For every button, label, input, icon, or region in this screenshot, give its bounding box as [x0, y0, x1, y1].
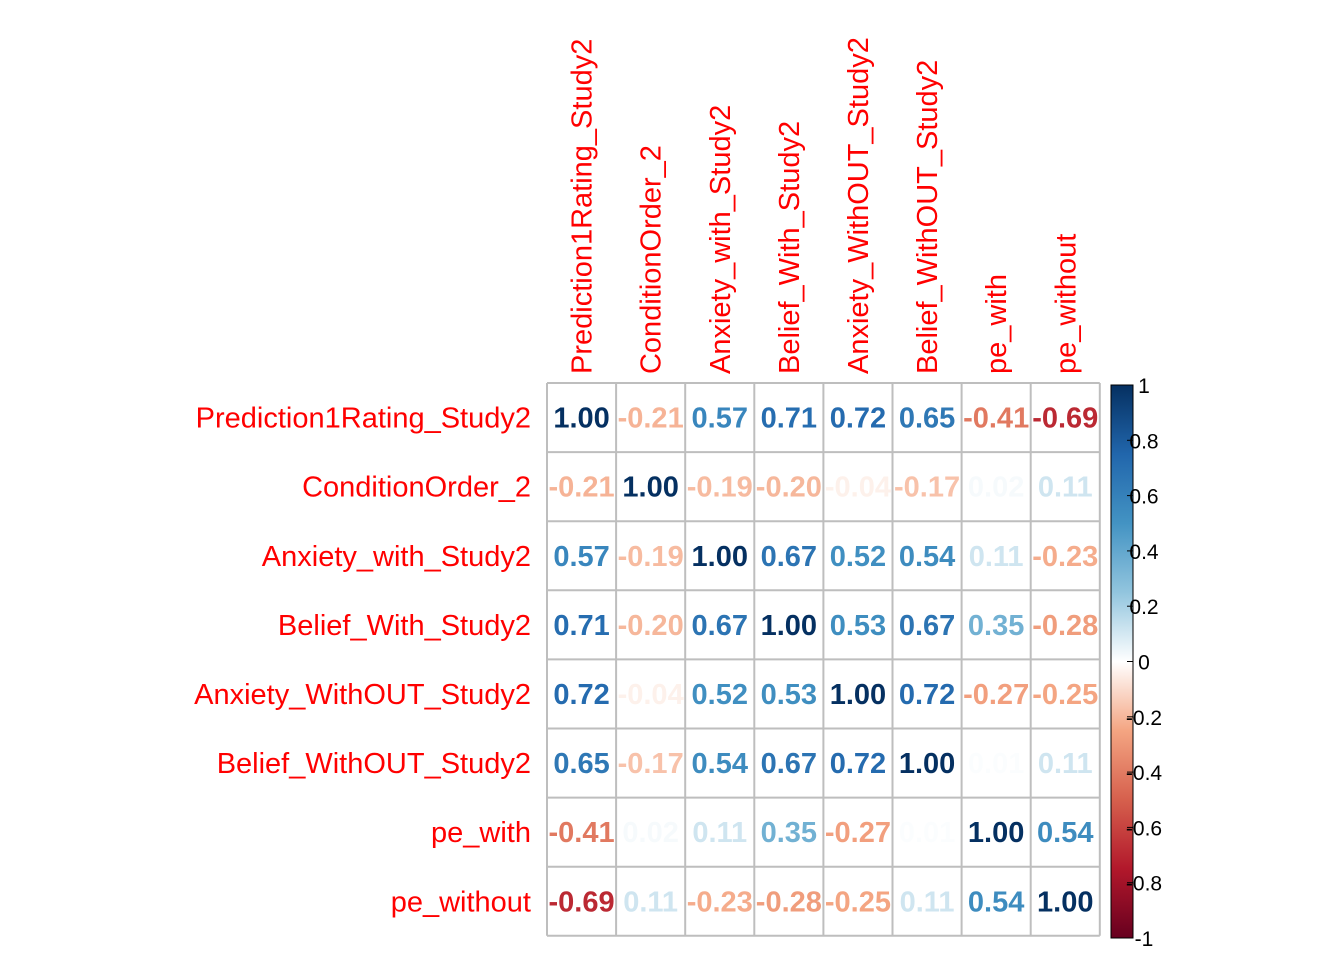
cell-value-label: -0.17 [894, 472, 960, 504]
colorbar-tick-label: -0.2 [1126, 707, 1162, 730]
colorbar-tick-label: 0.6 [1129, 486, 1158, 509]
colorbar-tick-label: -0.6 [1126, 817, 1162, 840]
colorbar-tick-label: -1 [1135, 928, 1154, 951]
column-label: Belief_With_Study2 [774, 121, 806, 374]
cell-value-label: 0.02 [968, 472, 1024, 504]
cell-value-label: 0.53 [830, 610, 886, 642]
cell-value-label: 0.71 [553, 610, 609, 642]
cell-value-label: 0.65 [899, 403, 955, 435]
cell-value-label: -0.28 [1032, 610, 1098, 642]
column-label: ConditionOrder_2 [636, 145, 668, 374]
cell-value-label: 0.54 [692, 748, 748, 780]
cell-value-label: -0.27 [825, 817, 891, 849]
cell-value-label: 1.00 [692, 541, 748, 573]
cell-value-label: -0.04 [825, 472, 891, 504]
cell-value-label: -0.04 [618, 679, 684, 711]
cell-value-label: 0.11 [623, 886, 678, 918]
cell-value-label: 0.11 [1038, 748, 1093, 780]
cell-value-label: -0.21 [548, 472, 614, 504]
colorbar-tick-label: -0.4 [1126, 762, 1163, 785]
cell-value-label: -0.17 [618, 748, 684, 780]
cell-value-label: 0.11 [969, 541, 1024, 573]
cell-value-label: -0.69 [1032, 403, 1098, 435]
cell-value-label: -0.20 [756, 472, 822, 504]
row-label: Belief_WithOUT_Study2 [217, 748, 531, 780]
colorbar-tick-label: 0.4 [1129, 541, 1159, 564]
cell-value-label: -0.25 [1032, 679, 1098, 711]
cell-value-label: 1.00 [968, 817, 1024, 849]
cell-value-label: -0.23 [1032, 541, 1098, 573]
cell-value-label: 0.72 [830, 748, 886, 780]
row-label: ConditionOrder_2 [302, 472, 531, 504]
cell-value-label: 1.00 [622, 472, 678, 504]
cell-value-label: 0.72 [553, 679, 609, 711]
column-label: pe_without [1050, 234, 1082, 374]
cell-value-label: 0.52 [830, 541, 886, 573]
cell-value-label: 0.35 [761, 817, 817, 849]
column-label: pe_with [981, 274, 1013, 374]
column-label: Belief_WithOUT_Study2 [912, 60, 944, 374]
row-label: Anxiety_with_Study2 [262, 541, 531, 573]
cell-value-label: 0.72 [830, 403, 886, 435]
cell-value-label: -0.21 [618, 403, 684, 435]
column-label: Anxiety_with_Study2 [705, 105, 737, 374]
cell-value-label: 0.54 [899, 541, 955, 573]
cell-value-label: 0.67 [761, 748, 817, 780]
row-label: Anxiety_WithOUT_Study2 [194, 679, 531, 711]
cell-value-label: -0.23 [687, 886, 753, 918]
cell-value-label: -0.19 [618, 541, 684, 573]
row-label: pe_with [431, 817, 531, 849]
cell-value-label: 0.65 [553, 748, 609, 780]
colorbar-tick-label: 0.2 [1129, 596, 1158, 619]
cell-value-label: 1.00 [553, 403, 609, 435]
colorbar-tick-label: 0 [1138, 652, 1150, 675]
cell-value-label: 0.57 [553, 541, 609, 573]
cell-value-label: 1.00 [899, 748, 955, 780]
colorbar-tick-label: -0.8 [1126, 873, 1162, 896]
cell-value-label: 0.11 [1038, 472, 1093, 504]
cell-value-label: 0.54 [968, 886, 1024, 918]
row-label: Belief_With_Study2 [278, 610, 531, 642]
colorbar-tick-label: 0.8 [1129, 430, 1158, 453]
cell-value-label: 0.01 [968, 748, 1024, 780]
cell-value-label: 1.00 [830, 679, 886, 711]
cell-value-label: 0.57 [692, 403, 748, 435]
colorbar-tick-label: 1 [1138, 375, 1150, 398]
cell-value-label: -0.28 [756, 886, 822, 918]
cell-value-label: -0.41 [963, 403, 1029, 435]
cell-value-label: 1.00 [1037, 886, 1093, 918]
cell-value-label: -0.27 [963, 679, 1029, 711]
cell-value-label: 0.72 [899, 679, 955, 711]
row-label: pe_without [391, 886, 531, 918]
cell-value-label: -0.69 [548, 886, 614, 918]
cell-value-label: 0.54 [1037, 817, 1093, 849]
cell-value-label: 0.11 [692, 817, 747, 849]
column-label: Prediction1Rating_Study2 [567, 39, 599, 374]
cell-value-label: 0.52 [692, 679, 748, 711]
cell-value-label: 1.00 [761, 610, 817, 642]
cell-value-label: 0.11 [900, 886, 955, 918]
cell-value-label: 0.71 [761, 403, 817, 435]
cell-value-label: -0.19 [687, 472, 753, 504]
cell-value-label: 0.53 [761, 679, 817, 711]
cell-value-label: 0.67 [899, 610, 955, 642]
cell-value-label: 0.35 [968, 610, 1024, 642]
column-label: Anxiety_WithOUT_Study2 [843, 37, 875, 374]
cell-value-label: -0.25 [825, 886, 891, 918]
cell-value-label: -0.41 [548, 817, 614, 849]
row-label: Prediction1Rating_Study2 [196, 403, 531, 435]
cell-value-label: 0.67 [761, 541, 817, 573]
cell-value-label: 0.67 [692, 610, 748, 642]
cell-value-label: 0.01 [899, 817, 955, 849]
cell-value-label: -0.20 [618, 610, 684, 642]
cell-value-label: 0.02 [622, 817, 678, 849]
